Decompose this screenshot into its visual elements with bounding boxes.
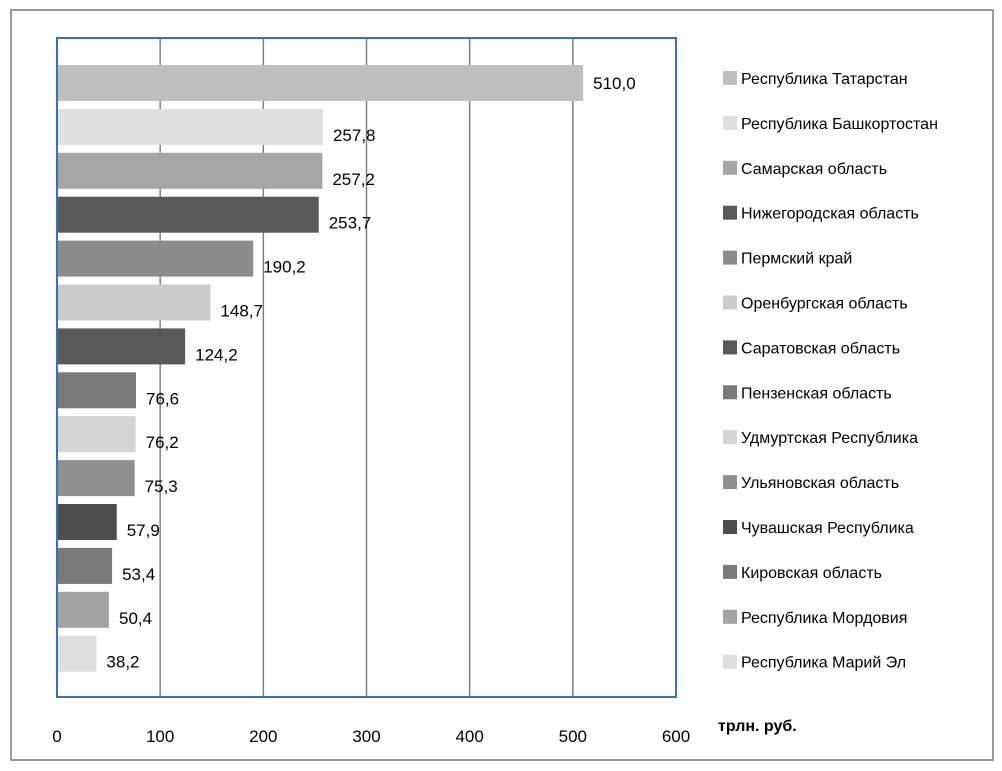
bar-value-label: 50,4 (119, 609, 152, 628)
legend-label: Саратовская область (741, 340, 900, 357)
legend-label: Пензенская область (741, 385, 892, 402)
legend-swatch (723, 475, 737, 490)
legend-label: Республика Татарстан (741, 71, 908, 88)
bar (57, 635, 97, 672)
legend-swatch (723, 205, 737, 220)
x-tick-label: 500 (559, 727, 587, 746)
bar (57, 591, 109, 628)
bar-value-label: 148,7 (220, 302, 263, 321)
x-axis-unit-label: трлн. руб. (718, 718, 797, 735)
bar (57, 65, 584, 101)
bar-value-label: 38,2 (106, 653, 139, 672)
bar-value-label: 253,7 (329, 214, 372, 233)
legend-swatch (723, 430, 737, 445)
legend: Республика Татарстан Республика Башкортос… (723, 71, 938, 672)
bar (57, 547, 113, 584)
bar-value-label: 75,3 (145, 477, 178, 496)
x-tick-label: 600 (662, 727, 690, 746)
legend-swatch (723, 609, 737, 624)
legend-label: Республика Башкортостан (741, 116, 938, 133)
x-tick-label: 0 (52, 727, 61, 746)
bar (57, 196, 319, 233)
legend-label: Пермский край (741, 251, 852, 268)
legend-label: Республика Марий Эл (741, 655, 906, 672)
bar-value-label: 124,2 (195, 345, 238, 364)
bar-value-label: 76,2 (146, 433, 179, 452)
x-tick-label: 100 (146, 727, 174, 746)
bar-value-label: 53,4 (122, 565, 155, 584)
legend-label: Нижегородская область (741, 206, 919, 223)
bar (57, 460, 135, 497)
legend-label: Чувашская Республика (741, 520, 914, 537)
legend-label: Кировская область (741, 565, 882, 582)
bar (57, 284, 211, 321)
bar (57, 504, 117, 540)
bars (57, 65, 584, 672)
x-tick-label: 300 (352, 727, 380, 746)
legend-swatch (723, 160, 737, 175)
legend-swatch (723, 340, 737, 355)
legend-label: Ульяновская область (741, 475, 899, 492)
bar (57, 108, 323, 145)
legend-swatch (723, 115, 737, 130)
legend-label: Удмуртская Республика (741, 430, 918, 447)
legend-swatch (723, 385, 737, 400)
plot-area-border (56, 37, 677, 698)
bar-value-label: 76,6 (146, 389, 179, 408)
legend-swatch (723, 520, 737, 534)
bar (57, 328, 186, 365)
legend-swatch (723, 564, 737, 579)
grid-lines (159, 38, 574, 697)
legend-label: Республика Мордовия (741, 610, 907, 627)
bar-value-label: 190,2 (263, 258, 306, 277)
bar-value-label: 510,0 (593, 74, 636, 93)
x-tick-label: 200 (249, 727, 277, 746)
bar-value-label: 257,8 (333, 126, 376, 145)
legend-swatch (723, 250, 737, 265)
value-labels: 510,0 257,8 257,2 253,7 190,2 148,7 124,2 76,6 7… (106, 74, 635, 672)
legend-swatch (723, 71, 737, 85)
bar (57, 416, 136, 453)
bar (57, 152, 323, 189)
x-axis-ticks: 0 100 200 300 400 500 600 (52, 727, 690, 746)
bar (57, 372, 137, 409)
bar (57, 240, 254, 277)
bar-value-label: 257,2 (332, 170, 375, 189)
legend-label: Оренбургская область (741, 296, 908, 313)
legend-label: Самарская область (741, 161, 887, 178)
x-tick-label: 400 (455, 727, 483, 746)
bar-value-label: 57,9 (127, 521, 160, 540)
legend-swatch (723, 295, 737, 310)
legend-swatch (723, 654, 737, 669)
